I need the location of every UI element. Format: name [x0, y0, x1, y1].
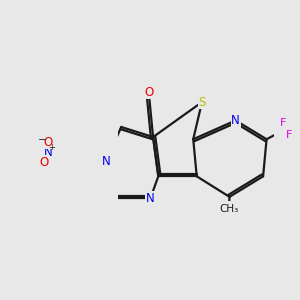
Text: O: O: [144, 85, 153, 99]
Text: +: +: [49, 143, 56, 152]
Text: F: F: [279, 118, 286, 128]
Text: O: O: [43, 136, 52, 149]
Text: CH₃: CH₃: [219, 204, 239, 214]
Text: N: N: [102, 155, 110, 168]
Text: N: N: [44, 146, 53, 159]
Text: F: F: [286, 130, 292, 140]
Text: N: N: [146, 192, 155, 205]
Text: S: S: [198, 96, 206, 109]
Text: −: −: [38, 135, 46, 146]
Text: N: N: [231, 114, 240, 127]
Text: O: O: [40, 156, 49, 169]
